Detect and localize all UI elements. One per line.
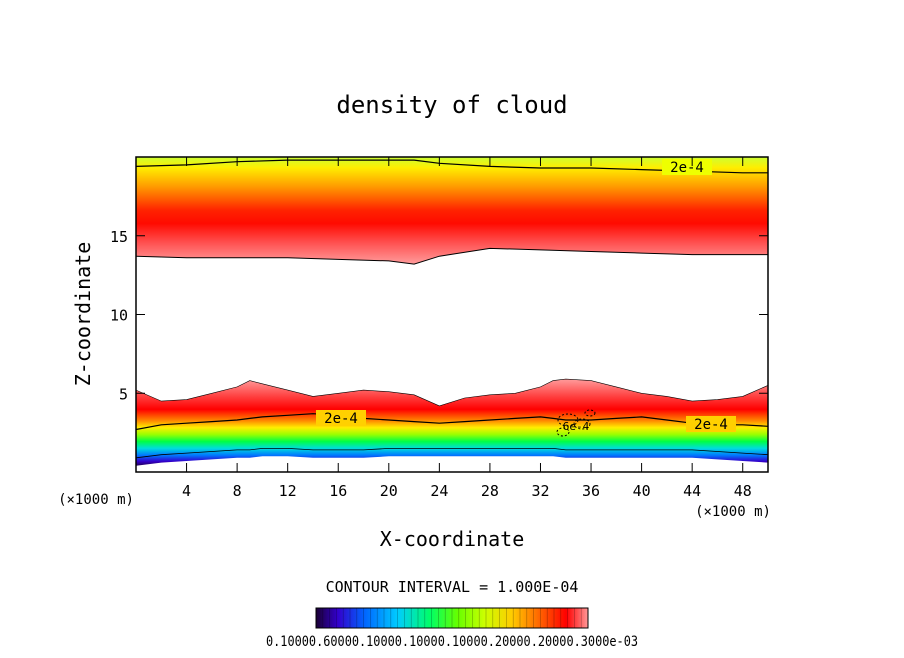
contour-labels: 2e-4 2e-4 2e-4 6e-4	[316, 159, 736, 433]
upper-layer-base-contour	[136, 247, 768, 265]
x-unit-left: (×1000 m)	[58, 492, 134, 508]
x-tick-label: 8	[233, 482, 242, 500]
y-axis-ticks: 5 10 15	[110, 228, 768, 403]
x-tick-label: 32	[531, 482, 549, 500]
x-tick-label: 20	[380, 482, 398, 500]
plot-area	[136, 157, 768, 466]
y-tick-label: 10	[110, 307, 128, 325]
chart-title: density of cloud	[336, 91, 567, 119]
colorbar-ticks	[322, 608, 582, 628]
lower-layer-top-contour	[136, 378, 768, 407]
lower-layer-base-contour	[136, 448, 768, 459]
x-tick-label: 28	[481, 482, 499, 500]
x-tick-label: 16	[329, 482, 347, 500]
colorbar-gradient	[315, 607, 589, 629]
dashed-contour-cluster	[556, 409, 596, 437]
x-tick-label: 44	[683, 482, 701, 500]
upper-cloud-layer	[136, 157, 768, 265]
y-axis-label: Z-coordinate	[71, 242, 95, 387]
x-axis-ticks: 4 8 12 16 20 24 28 32 36 40 44 48	[182, 157, 752, 500]
x-axis-label: X-coordinate	[380, 527, 525, 551]
x-tick-label: 40	[633, 482, 651, 500]
x-unit-right: (×1000 m)	[695, 504, 771, 520]
y-tick-label: 5	[119, 385, 128, 403]
colorbar-labels: 0.10000.60000.10000.10000.10000.20000.20…	[266, 634, 638, 650]
y-tick-label: 15	[110, 228, 128, 246]
contour-label-upper: 2e-4	[670, 160, 704, 176]
contour-interval-text: CONTOUR INTERVAL = 1.000E-04	[326, 578, 579, 596]
x-tick-label: 48	[734, 482, 752, 500]
x-tick-label: 36	[582, 482, 600, 500]
contour-label-lower-right: 2e-4	[694, 417, 728, 433]
colorbar: 0.10000.60000.10000.10000.10000.20000.20…	[266, 607, 638, 650]
lower-layer-2e-4-contour	[136, 413, 768, 431]
contour-label-lower-left: 2e-4	[324, 411, 358, 427]
x-tick-label: 24	[430, 482, 448, 500]
contour-label-cluster: 6e-4	[563, 420, 590, 433]
x-tick-label: 4	[182, 482, 191, 500]
x-tick-label: 12	[279, 482, 297, 500]
